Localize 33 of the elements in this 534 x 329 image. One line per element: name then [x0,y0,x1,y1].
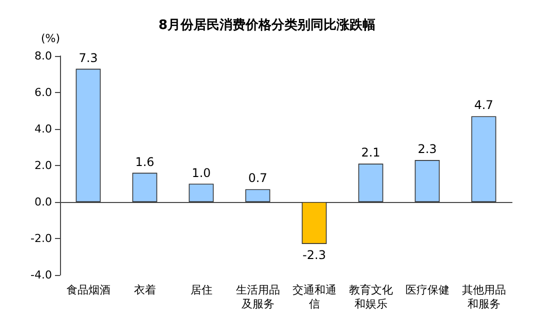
y-tick-label: 2.0 [34,159,52,172]
bar [471,116,496,202]
chart-title: 8月份居民消费价格分类别同比涨跌幅 [158,18,376,33]
data-label: -2.3 [302,248,326,262]
data-label: 1.0 [192,166,211,180]
y-tick-label: 6.0 [34,86,52,99]
data-label: 2.1 [361,146,380,160]
data-label: 1.6 [135,154,154,169]
data-label: 7.3 [78,50,98,65]
x-tick-label: 交通和通信 [292,284,336,310]
bar [132,172,158,202]
y-tick-label: -2.0 [30,232,52,245]
x-tick-label: 教育文化和娱乐 [348,284,393,310]
data-label: 0.7 [248,171,268,186]
bar [245,189,270,202]
data-label: 2.3 [418,142,437,156]
data-label: 4.7 [474,98,494,112]
y-tick-label: 8.0 [34,50,52,62]
bar [188,184,214,202]
y-axis-title: (%) [40,32,60,45]
bar [358,164,384,202]
y-tick-label: 0.0 [34,196,52,208]
y-tick-label: -4.0 [30,268,52,282]
bar [414,160,440,202]
x-tick-label: 其他用品和服务 [462,284,506,310]
x-tick-label: 居住 [190,284,212,296]
x-tick-label: 衣着 [134,284,156,296]
y-tick-label: 4.0 [34,122,52,136]
bar [76,68,101,202]
x-tick-label: 医疗保健 [405,284,450,296]
x-tick-label: 生活用品及服务 [236,284,280,310]
bar [302,202,327,244]
x-tick-label: 食品烟酒 [66,284,110,296]
